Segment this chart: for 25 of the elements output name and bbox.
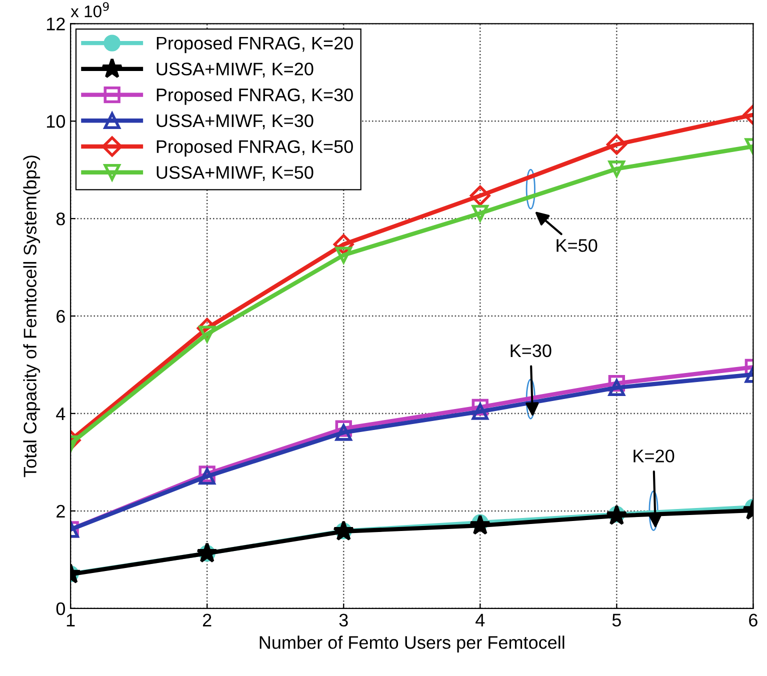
x-tick-label: 5	[612, 614, 621, 627]
x-tick-label: 1	[66, 614, 75, 626]
annotation: K=50	[556, 239, 598, 252]
legend-label: Proposed FNRAG, K=20	[156, 36, 353, 54]
legend-label: USSA+MIWF, K=50	[156, 166, 314, 181]
y-tick-label: 12	[47, 18, 65, 30]
x-tick-label: 4	[476, 614, 485, 626]
legend-label: Proposed FNRAG, K=50	[156, 140, 353, 157]
y-tick-label: 6	[56, 310, 65, 323]
annotation: K=30	[510, 344, 552, 358]
x-axis-title: Number of Femto Users per Femtocell	[260, 636, 564, 652]
y-tick-label: 4	[56, 408, 66, 420]
y-tick-label: 8	[56, 212, 65, 226]
y-tick-label: 0	[56, 602, 65, 616]
x-tick-label: 6	[749, 614, 758, 627]
y-tick-label: 2	[56, 504, 65, 518]
x-tick-label: 2	[202, 614, 212, 626]
x-tick-label: 3	[339, 614, 348, 627]
legend-label: USSA+MIWF, K=30	[156, 114, 314, 130]
y-axis-title: Total Capacity of Femtocell System(bps)	[23, 156, 40, 478]
annotation: K=20	[634, 450, 674, 462]
legend-label: USSA+MIWF, K=20	[156, 62, 314, 78]
legend-label: Proposed FNRAG, K=30	[156, 88, 353, 105]
text: x 10$^{9}$	[70, 2, 109, 18]
y-tick-label: 10	[47, 115, 65, 128]
